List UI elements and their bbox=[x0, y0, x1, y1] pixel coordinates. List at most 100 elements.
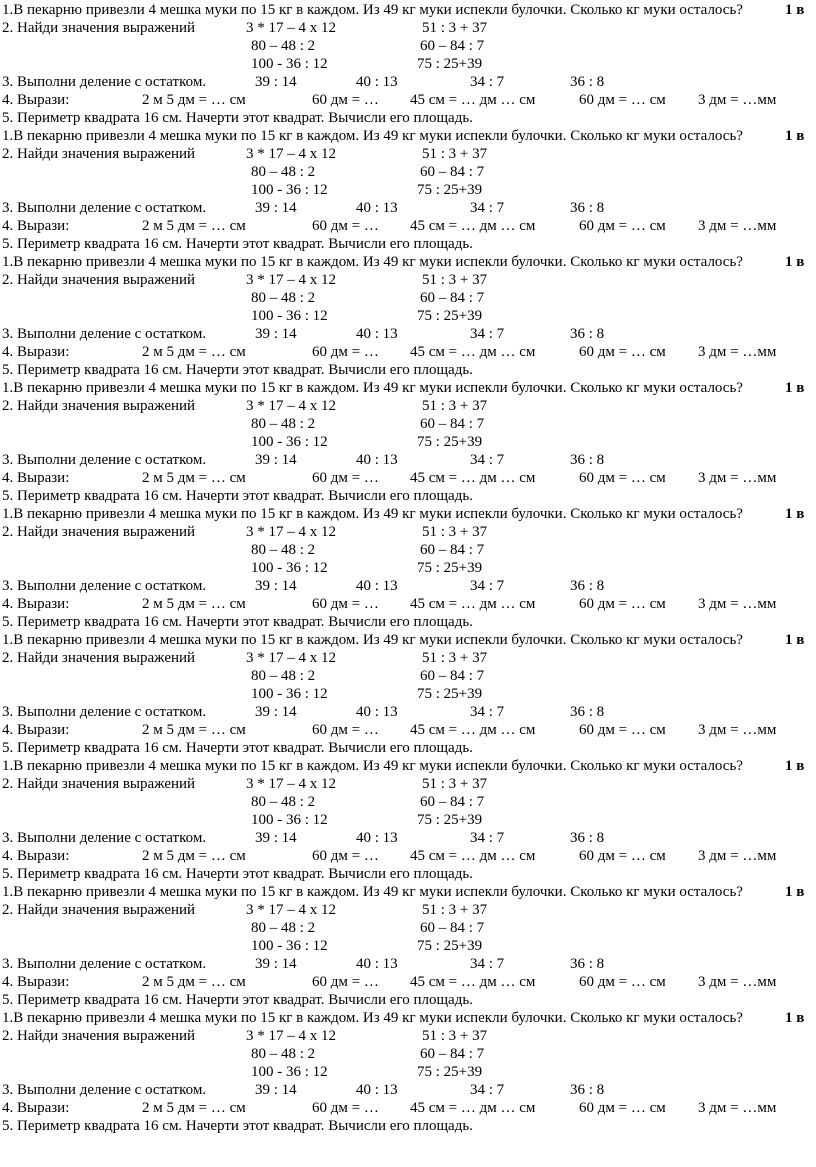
task-3-item: 36 : 8 bbox=[570, 200, 605, 216]
task-2-expression: 60 – 84 : 7 bbox=[420, 290, 485, 306]
task-2-expression: 80 – 48 : 2 bbox=[251, 290, 316, 306]
task-2-expression: 60 – 84 : 7 bbox=[420, 668, 485, 684]
task-4-item: 60 дм = … см bbox=[579, 470, 666, 486]
task-2-expression: 51 : 3 + 37 bbox=[422, 398, 488, 414]
task-2-expression: 75 : 25+39 bbox=[417, 812, 483, 828]
task-2-expression: 3 * 17 – 4 х 12 bbox=[246, 650, 336, 666]
task-3-item: 40 : 13 bbox=[356, 704, 398, 720]
worksheet-variant-block: 1.В пекарню привезли 4 мешка муки по 15 … bbox=[0, 253, 816, 379]
task-5-text: 5. Периметр квадрата 16 см. Начерти этот… bbox=[2, 236, 473, 252]
task-4-item: 45 см = … дм … см bbox=[410, 974, 536, 990]
task-4-item: 2 м 5 дм = … см bbox=[142, 1100, 246, 1116]
task-2-expression: 80 – 48 : 2 bbox=[251, 38, 316, 54]
task-2-expression: 3 * 17 – 4 х 12 bbox=[246, 1028, 336, 1044]
task-1-text: 1.В пекарню привезли 4 мешка муки по 15 … bbox=[2, 506, 743, 522]
task-3-item: 40 : 13 bbox=[356, 452, 398, 468]
worksheet-variant-block: 1.В пекарню привезли 4 мешка муки по 15 … bbox=[0, 1009, 816, 1135]
task-2-expression: 3 * 17 – 4 х 12 bbox=[246, 146, 336, 162]
task-2-expression: 100 - 36 : 12 bbox=[251, 686, 328, 702]
task-4-item: 60 дм = … см bbox=[579, 848, 666, 864]
task-3-item: 34 : 7 bbox=[470, 704, 505, 720]
task-2-label: 2. Найди значения выражений bbox=[2, 650, 196, 666]
task-3-item: 39 : 14 bbox=[255, 74, 297, 90]
task-3-item: 40 : 13 bbox=[356, 200, 398, 216]
worksheet-variant-block: 1.В пекарню привезли 4 мешка муки по 15 … bbox=[0, 379, 816, 505]
task-2-expression: 51 : 3 + 37 bbox=[422, 902, 488, 918]
worksheet-variant-block: 1.В пекарню привезли 4 мешка муки по 15 … bbox=[0, 757, 816, 883]
task-2-label: 2. Найди значения выражений bbox=[2, 776, 196, 792]
task-2-expression: 3 * 17 – 4 х 12 bbox=[246, 776, 336, 792]
task-4-label: 4. Вырази: bbox=[2, 596, 70, 612]
variant-label: 1 в bbox=[785, 2, 805, 18]
task-2-expression: 100 - 36 : 12 bbox=[251, 938, 328, 954]
task-3-item: 34 : 7 bbox=[470, 1082, 505, 1098]
variant-label: 1 в bbox=[785, 758, 805, 774]
task-3-label: 3. Выполни деление с остатком. bbox=[2, 74, 207, 90]
task-4-item: 3 дм = …мм bbox=[698, 344, 777, 360]
task-2-expression: 60 – 84 : 7 bbox=[420, 1046, 485, 1062]
task-2-expression: 75 : 25+39 bbox=[417, 182, 483, 198]
task-3-item: 36 : 8 bbox=[570, 452, 605, 468]
task-5-text: 5. Периметр квадрата 16 см. Начерти этот… bbox=[2, 110, 473, 126]
task-4-item: 2 м 5 дм = … см bbox=[142, 92, 246, 108]
task-3-item: 34 : 7 bbox=[470, 74, 505, 90]
task-4-item: 60 дм = … bbox=[312, 722, 379, 738]
task-2-expression: 80 – 48 : 2 bbox=[251, 920, 316, 936]
task-2-expression: 51 : 3 + 37 bbox=[422, 20, 488, 36]
task-2-expression: 3 * 17 – 4 х 12 bbox=[246, 20, 336, 36]
task-2-expression: 51 : 3 + 37 bbox=[422, 776, 488, 792]
task-1-text: 1.В пекарню привезли 4 мешка муки по 15 … bbox=[2, 884, 743, 900]
variant-label: 1 в bbox=[785, 884, 805, 900]
task-2-expression: 75 : 25+39 bbox=[417, 56, 483, 72]
task-4-item: 60 дм = … см bbox=[579, 218, 666, 234]
task-2-expression: 60 – 84 : 7 bbox=[420, 542, 485, 558]
task-3-item: 40 : 13 bbox=[356, 74, 398, 90]
task-2-expression: 80 – 48 : 2 bbox=[251, 668, 316, 684]
task-3-label: 3. Выполни деление с остатком. bbox=[2, 200, 207, 216]
task-4-item: 45 см = … дм … см bbox=[410, 596, 536, 612]
task-3-item: 34 : 7 bbox=[470, 452, 505, 468]
variant-label: 1 в bbox=[785, 506, 805, 522]
task-3-item: 36 : 8 bbox=[570, 956, 605, 972]
task-5-text: 5. Периметр квадрата 16 см. Начерти этот… bbox=[2, 362, 473, 378]
task-3-item: 36 : 8 bbox=[570, 830, 605, 846]
task-3-item: 34 : 7 bbox=[470, 830, 505, 846]
task-5-text: 5. Периметр квадрата 16 см. Начерти этот… bbox=[2, 992, 473, 1008]
variant-label: 1 в bbox=[785, 1010, 805, 1026]
task-2-expression: 100 - 36 : 12 bbox=[251, 308, 328, 324]
task-4-item: 45 см = … дм … см bbox=[410, 848, 536, 864]
task-2-expression: 75 : 25+39 bbox=[417, 434, 483, 450]
task-4-item: 3 дм = …мм bbox=[698, 218, 777, 234]
task-2-expression: 75 : 25+39 bbox=[417, 308, 483, 324]
task-4-label: 4. Вырази: bbox=[2, 344, 70, 360]
task-3-item: 36 : 8 bbox=[570, 326, 605, 342]
task-2-expression: 51 : 3 + 37 bbox=[422, 272, 488, 288]
task-2-expression: 100 - 36 : 12 bbox=[251, 560, 328, 576]
task-2-expression: 100 - 36 : 12 bbox=[251, 1064, 328, 1080]
task-2-expression: 80 – 48 : 2 bbox=[251, 1046, 316, 1062]
task-4-item: 2 м 5 дм = … см bbox=[142, 848, 246, 864]
task-3-label: 3. Выполни деление с остатком. bbox=[2, 578, 207, 594]
task-2-label: 2. Найди значения выражений bbox=[2, 902, 196, 918]
task-2-expression: 60 – 84 : 7 bbox=[420, 794, 485, 810]
task-5-text: 5. Периметр квадрата 16 см. Начерти этот… bbox=[2, 488, 473, 504]
task-2-expression: 80 – 48 : 2 bbox=[251, 794, 316, 810]
task-5-text: 5. Периметр квадрата 16 см. Начерти этот… bbox=[2, 740, 473, 756]
task-2-expression: 3 * 17 – 4 х 12 bbox=[246, 902, 336, 918]
task-4-item: 3 дм = …мм bbox=[698, 470, 777, 486]
task-1-text: 1.В пекарню привезли 4 мешка муки по 15 … bbox=[2, 128, 743, 144]
task-1-text: 1.В пекарню привезли 4 мешка муки по 15 … bbox=[2, 254, 743, 270]
task-4-item: 45 см = … дм … см bbox=[410, 344, 536, 360]
task-4-item: 60 дм = … bbox=[312, 974, 379, 990]
task-2-expression: 80 – 48 : 2 bbox=[251, 416, 316, 432]
task-2-expression: 51 : 3 + 37 bbox=[422, 524, 488, 540]
task-4-item: 60 дм = … bbox=[312, 344, 379, 360]
task-4-item: 60 дм = … bbox=[312, 470, 379, 486]
task-4-label: 4. Вырази: bbox=[2, 92, 70, 108]
worksheet-variant-block: 1.В пекарню привезли 4 мешка муки по 15 … bbox=[0, 1, 816, 127]
variant-label: 1 в bbox=[785, 254, 805, 270]
task-4-item: 2 м 5 дм = … см bbox=[142, 596, 246, 612]
task-4-item: 3 дм = …мм bbox=[698, 596, 777, 612]
task-4-item: 2 м 5 дм = … см bbox=[142, 974, 246, 990]
task-3-item: 36 : 8 bbox=[570, 704, 605, 720]
